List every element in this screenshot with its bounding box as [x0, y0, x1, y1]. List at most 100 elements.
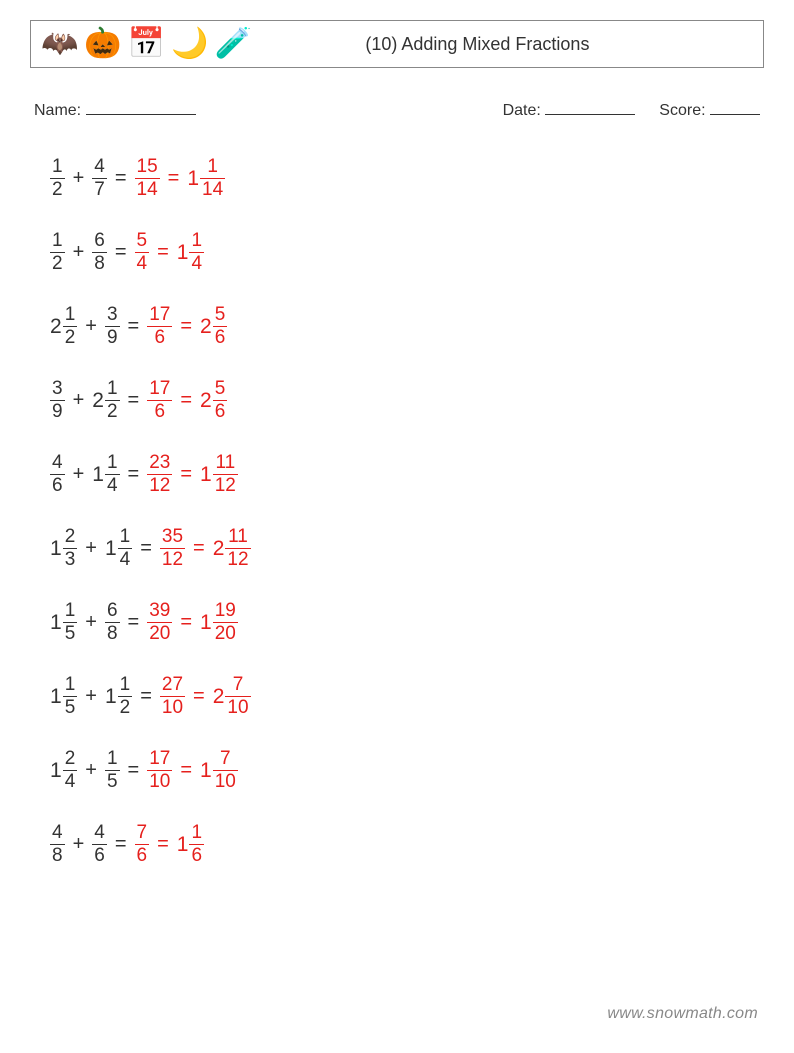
- info-line: Name: Date: Score:: [30, 98, 764, 120]
- denominator: 9: [50, 402, 65, 422]
- numerator: 19: [213, 601, 238, 621]
- denominator: 4: [135, 254, 150, 274]
- fraction: 17 6: [147, 379, 172, 422]
- equals-sign: =: [115, 833, 127, 856]
- equals-sign: =: [180, 389, 192, 412]
- fraction: 2 3: [63, 527, 78, 570]
- fraction: 5 4: [135, 231, 150, 274]
- whole-part: 1: [200, 611, 212, 635]
- numerator: 2: [63, 749, 78, 769]
- fraction: 3 9: [50, 379, 65, 422]
- whole-part: 1: [50, 685, 62, 709]
- improper-answer: 17 10: [147, 749, 172, 792]
- numerator: 7: [218, 749, 233, 769]
- term: 1 11 12: [200, 453, 238, 496]
- denominator: 2: [105, 402, 120, 422]
- denominator: 6: [153, 328, 168, 348]
- equals-sign: =: [128, 463, 140, 486]
- numerator: 1: [63, 305, 78, 325]
- whole-part: 1: [105, 685, 117, 709]
- numerator: 5: [135, 231, 150, 251]
- denominator: 10: [225, 698, 250, 718]
- fraction: 19 20: [213, 601, 238, 644]
- denominator: 14: [200, 180, 225, 200]
- fraction: 39 20: [147, 601, 172, 644]
- whole-part: 1: [92, 463, 104, 487]
- numerator: 1: [50, 231, 65, 251]
- improper-answer: 39 20: [147, 601, 172, 644]
- fraction: 4 8: [50, 823, 65, 866]
- denominator: 5: [63, 624, 78, 644]
- improper-answer: 23 12: [147, 453, 172, 496]
- fraction: 2 4: [63, 749, 78, 792]
- score-blank[interactable]: [710, 98, 760, 115]
- numerator: 1: [205, 157, 220, 177]
- fraction: 5 6: [213, 379, 228, 422]
- whole-part: 2: [200, 389, 212, 413]
- denominator: 10: [213, 772, 238, 792]
- numerator: 17: [147, 379, 172, 399]
- plus-op: +: [73, 463, 85, 486]
- denominator: 6: [153, 402, 168, 422]
- plus-op: +: [85, 611, 97, 634]
- term: 1 19 20: [200, 601, 238, 644]
- improper-answer: 35 12: [160, 527, 185, 570]
- fraction: 1 4: [118, 527, 133, 570]
- term: 1 1 4: [177, 231, 204, 274]
- term: 1 1 2: [105, 675, 132, 718]
- denominator: 5: [105, 772, 120, 792]
- whole-part: 1: [50, 537, 62, 561]
- numerator: 6: [105, 601, 120, 621]
- denominator: 4: [105, 476, 120, 496]
- fraction: 11 12: [225, 527, 250, 570]
- term: 1 1 14: [187, 157, 225, 200]
- moon-icon: 🌙: [171, 29, 208, 59]
- denominator: 4: [189, 254, 204, 274]
- fraction: 3 9: [105, 305, 120, 348]
- whole-part: 1: [177, 241, 189, 265]
- whole-part: 1: [50, 759, 62, 783]
- term: 1 7 10: [200, 749, 238, 792]
- name-blank[interactable]: [86, 98, 196, 115]
- numerator: 35: [160, 527, 185, 547]
- score-label: Score:: [659, 102, 705, 119]
- denominator: 9: [105, 328, 120, 348]
- numerator: 7: [135, 823, 150, 843]
- denominator: 14: [135, 180, 160, 200]
- term: 1 2 4: [50, 749, 77, 792]
- numerator: 27: [160, 675, 185, 695]
- fraction: 7 6: [135, 823, 150, 866]
- equals-sign: =: [180, 315, 192, 338]
- denominator: 6: [92, 846, 107, 866]
- plus-op: +: [73, 389, 85, 412]
- problem-row: 1 1 5 + 6 8 = 39 20 =1 19 20: [50, 598, 764, 648]
- denominator: 4: [63, 772, 78, 792]
- equals-sign: =: [180, 759, 192, 782]
- numerator: 7: [231, 675, 246, 695]
- term: 2 5 6: [200, 379, 227, 422]
- plus-op: +: [85, 537, 97, 560]
- fraction: 1 4: [189, 231, 204, 274]
- problem-row: 2 1 2 + 3 9 = 17 6 =2 5 6: [50, 302, 764, 352]
- fraction: 7 10: [225, 675, 250, 718]
- term: 2 5 6: [200, 305, 227, 348]
- fraction: 6 8: [92, 231, 107, 274]
- improper-answer: 27 10: [160, 675, 185, 718]
- whole-part: 2: [50, 315, 62, 339]
- improper-answer: 17 6: [147, 305, 172, 348]
- plus-op: +: [85, 759, 97, 782]
- denominator: 7: [92, 180, 107, 200]
- term: 4 6: [50, 453, 65, 496]
- fraction: 7 10: [213, 749, 238, 792]
- date-blank[interactable]: [545, 98, 635, 115]
- equals-sign: =: [180, 611, 192, 634]
- improper-answer: 15 14: [135, 157, 160, 200]
- worksheet-title: (10) Adding Mixed Fractions: [252, 34, 753, 55]
- whole-part: 1: [200, 759, 212, 783]
- plus-op: +: [85, 315, 97, 338]
- fraction: 1 2: [105, 379, 120, 422]
- denominator: 6: [50, 476, 65, 496]
- whole-part: 1: [177, 833, 189, 857]
- problem-row: 4 8 + 4 6 = 7 6 =1 1 6: [50, 820, 764, 870]
- equals-sign: =: [128, 759, 140, 782]
